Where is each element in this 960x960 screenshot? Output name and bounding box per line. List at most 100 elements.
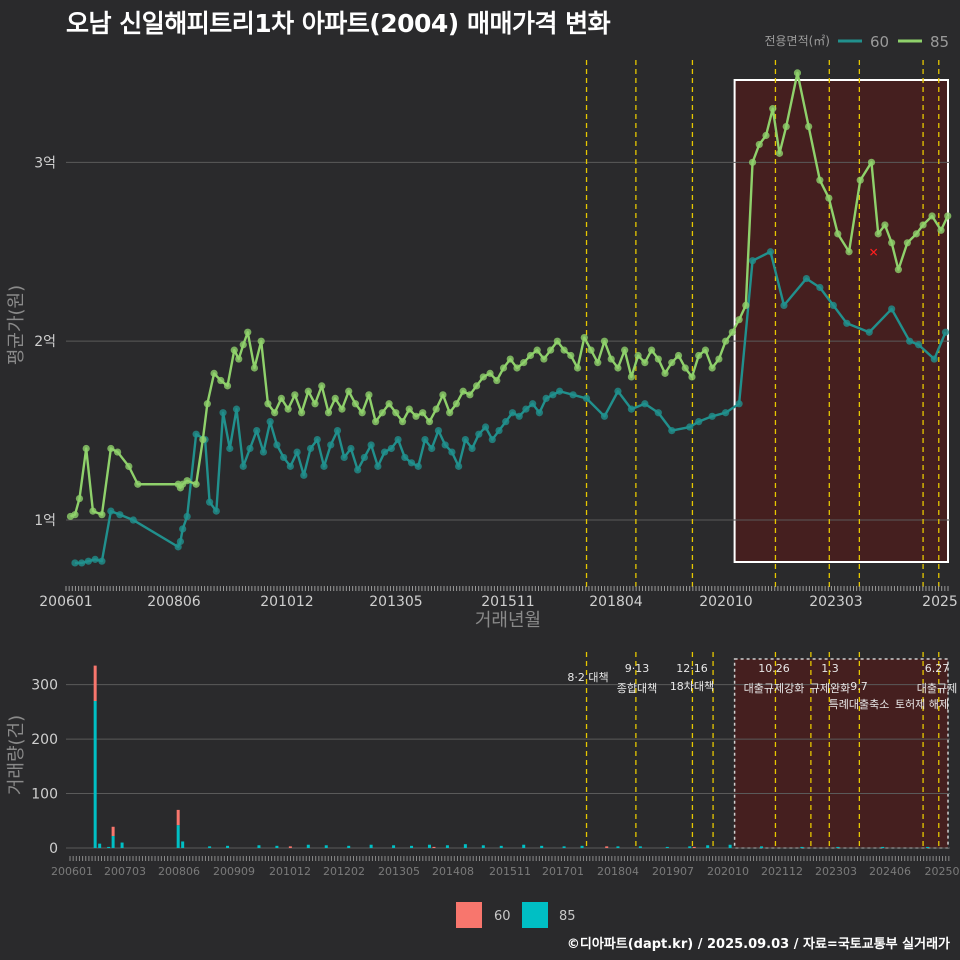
data-point-85: [782, 122, 790, 131]
data-point-60: [488, 435, 496, 444]
data-point-85: [845, 248, 853, 256]
volume-bar-85: [445, 845, 449, 848]
data-point-85: [134, 480, 142, 488]
data-point-60: [542, 394, 550, 403]
data-point-85: [688, 373, 696, 381]
data-point-85: [728, 328, 736, 336]
data-point-85: [654, 355, 662, 363]
data-point-85: [867, 158, 876, 166]
volume-bar-85: [98, 843, 102, 848]
volume-bar-60: [432, 846, 436, 848]
data-point-60: [434, 427, 443, 435]
data-point-60: [930, 355, 938, 363]
volume-bar-85: [481, 845, 485, 848]
volume-bar-85: [926, 846, 930, 848]
data-point-85: [466, 391, 474, 399]
x-axis-title: 거래년월: [475, 610, 541, 631]
data-point-85: [937, 226, 945, 234]
data-point-85: [217, 376, 225, 385]
data-point-85: [304, 387, 312, 395]
y-tick-label: 3억: [34, 155, 56, 171]
data-point-60: [327, 441, 335, 449]
volume-x-tick-label: 201202: [323, 865, 365, 878]
data-point-85: [641, 359, 649, 367]
volume-x-tick-label: 200909: [213, 865, 255, 878]
volume-y-tick: 0: [49, 841, 58, 857]
data-point-85: [446, 409, 454, 417]
data-point-85: [277, 394, 285, 403]
data-point-60: [906, 337, 914, 345]
volume-x-tick-label: 201804: [597, 865, 639, 878]
data-point-60: [360, 453, 369, 462]
volume-legend-swatch-60: [456, 902, 482, 928]
data-point-85: [284, 405, 292, 413]
data-point-60: [695, 418, 703, 426]
data-point-85: [223, 382, 232, 390]
data-point-60: [556, 387, 564, 395]
volume-x-tick-label: 201012: [269, 865, 311, 878]
data-point-60: [802, 274, 811, 283]
volume-x-tick-label: 202406: [869, 865, 911, 878]
data-point-85: [695, 351, 703, 360]
data-point-85: [452, 400, 460, 408]
volume-y-tick: 300: [31, 678, 58, 694]
volume-bar-85: [760, 846, 764, 848]
data-point-85: [881, 221, 889, 229]
volume-bar-85: [427, 844, 431, 848]
data-point-60: [816, 283, 824, 292]
data-point-85: [520, 359, 528, 367]
data-point-60: [183, 512, 191, 521]
data-point-85: [385, 400, 393, 408]
data-point-85: [647, 346, 656, 354]
data-point-85: [264, 400, 272, 408]
volume-bar-85: [706, 845, 710, 848]
volume-bar-85: [580, 845, 584, 848]
data-point-60: [735, 400, 743, 408]
data-point-85: [888, 239, 896, 247]
data-point-60: [654, 409, 662, 417]
top-price-panel: 1억 2억 3억 ✕ 200601 200806 201012 201305 201511 201…: [6, 60, 958, 631]
volume-bar-85: [324, 845, 328, 848]
data-point-60: [300, 471, 308, 479]
data-point-85: [432, 405, 440, 413]
y-tick-label: 1억: [34, 513, 56, 529]
data-point-60: [354, 466, 362, 474]
data-point-85: [762, 131, 770, 140]
data-point-60: [708, 412, 716, 420]
data-point-85: [681, 364, 689, 372]
data-point-60: [239, 462, 247, 470]
policy-date-label: 8·2 대책: [567, 671, 608, 684]
volume-bar-85: [881, 846, 885, 848]
volume-bar-85: [275, 845, 279, 848]
x-tick-label: 202303: [809, 594, 862, 610]
data-point-85: [533, 346, 541, 354]
data-point-60: [766, 248, 775, 256]
data-point-60: [84, 557, 93, 565]
data-point-85: [894, 266, 902, 274]
data-point-85: [392, 409, 400, 417]
data-point-85: [769, 105, 777, 113]
data-point-85: [506, 355, 514, 363]
volume-bar-85: [463, 844, 467, 848]
x-tick-label: 201305: [369, 594, 422, 610]
data-point-85: [526, 351, 535, 360]
policy-name-label: 규제완화: [810, 682, 850, 695]
volume-x-tick-label: 200806: [158, 865, 200, 878]
data-point-60: [340, 453, 348, 462]
policy-date-label: 10.26: [758, 662, 790, 675]
x-tick-label: 201804: [589, 594, 643, 610]
data-point-85: [345, 387, 353, 395]
data-point-60: [226, 444, 234, 453]
marker-x: ✕: [869, 246, 879, 260]
x-tick-label: 201511: [481, 594, 534, 610]
data-point-85: [199, 435, 207, 444]
data-point-60: [475, 430, 483, 438]
data-point-60: [347, 444, 355, 453]
data-point-60: [748, 257, 757, 265]
data-point-60: [641, 400, 649, 408]
data-point-60: [98, 557, 106, 565]
data-point-85: [479, 373, 487, 381]
data-point-60: [549, 391, 557, 399]
volume-x-tick-label: 200703: [104, 865, 146, 878]
